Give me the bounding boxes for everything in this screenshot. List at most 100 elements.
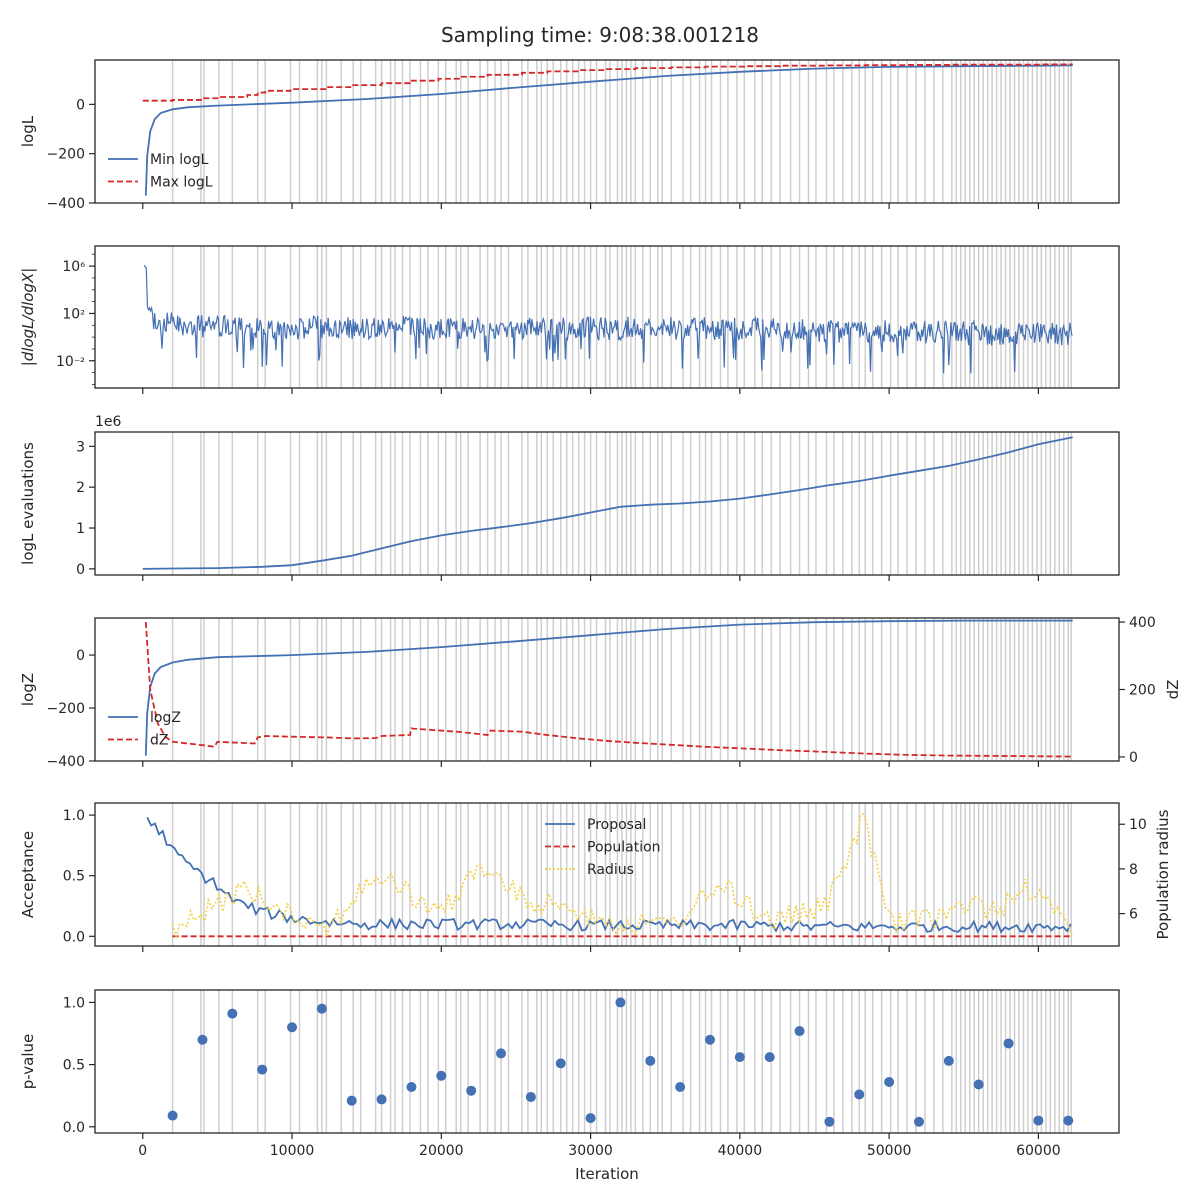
legend-label: Proposal xyxy=(587,817,646,833)
axes-frame xyxy=(94,431,1120,576)
panel-acceptance: 0.0 0.5 1.0 6 8 10 Acceptance Population radius… xyxy=(19,802,1172,952)
point xyxy=(496,1048,507,1059)
tick-base: 10 xyxy=(62,306,80,322)
point xyxy=(1063,1115,1074,1126)
y-axis-label: p-value xyxy=(19,1034,37,1090)
y-axis-label: logZ xyxy=(19,673,37,706)
point xyxy=(943,1055,954,1066)
point xyxy=(764,1052,775,1063)
y-right-tick-label: 0 xyxy=(1129,750,1138,766)
series-max-logl xyxy=(142,63,1073,102)
x-tick-label: 0 xyxy=(138,1143,147,1159)
point xyxy=(227,1008,238,1019)
y-tick-label: 10⁶ xyxy=(62,259,85,275)
point xyxy=(406,1081,417,1092)
point xyxy=(167,1110,178,1121)
series-0 xyxy=(142,436,1073,570)
series-logz xyxy=(144,619,1073,756)
y-right-tick-label: 400 xyxy=(1129,615,1156,631)
point xyxy=(675,1081,686,1092)
point xyxy=(287,1022,298,1033)
y-tick-label: −400 xyxy=(47,196,85,212)
y-tick-label: −200 xyxy=(47,701,85,717)
y-axis-label: Acceptance xyxy=(19,831,37,918)
point xyxy=(615,997,626,1008)
point xyxy=(466,1085,477,1096)
x-axis-label: Iteration xyxy=(575,1165,639,1183)
point xyxy=(436,1070,447,1081)
point xyxy=(854,1089,865,1100)
y-axis-label: logL xyxy=(19,115,37,147)
y-tick-label: 1.0 xyxy=(63,808,85,824)
y-tick-label: 10⁻² xyxy=(56,354,85,370)
y-tick-label: 3 xyxy=(76,439,85,455)
x-tick-label: 10000 xyxy=(270,1143,315,1159)
legend-label: Max logL xyxy=(150,175,213,191)
y-tick-label: 1.0 xyxy=(63,995,85,1011)
point xyxy=(913,1116,924,1127)
y-tick-label: −200 xyxy=(47,147,85,163)
legend-label: Radius xyxy=(587,862,634,878)
tick-base: 10 xyxy=(56,354,74,370)
panel-logl: −400 −200 0 logL Min logL Max logL xyxy=(19,59,1120,212)
tick-exponent: ⁻² xyxy=(74,355,85,369)
axes-frame xyxy=(94,245,1120,389)
series-0 xyxy=(143,264,1073,374)
legend-label: Min logL xyxy=(150,152,209,168)
axes-frame xyxy=(94,802,1120,947)
y-tick-label: 10² xyxy=(62,306,85,322)
y-tick-label: 0.5 xyxy=(63,869,85,885)
offset-label: 1e6 xyxy=(95,414,122,430)
x-tick-label: 50000 xyxy=(867,1143,912,1159)
y-axis-label: logL evaluations xyxy=(19,442,37,565)
y-tick-label: 1 xyxy=(76,521,85,537)
x-tick-label: 20000 xyxy=(419,1143,464,1159)
point xyxy=(973,1079,984,1090)
series-min-logl xyxy=(144,64,1073,196)
point xyxy=(704,1034,715,1045)
legend-label: dZ xyxy=(150,733,168,749)
y-tick-label: 0.5 xyxy=(63,1058,85,1074)
y-right-tick-label: 6 xyxy=(1129,907,1138,923)
panel-logz: −400 −200 0 0 200 400 logZ dZ logZ dZ xyxy=(19,615,1182,770)
x-tick-label: 60000 xyxy=(1016,1143,1061,1159)
series-radius xyxy=(171,812,1073,940)
point xyxy=(585,1113,596,1124)
legend-label: Population xyxy=(587,840,661,856)
point xyxy=(1003,1038,1014,1049)
point xyxy=(257,1064,268,1075)
point xyxy=(346,1095,357,1106)
y-tick-label: −400 xyxy=(47,754,85,770)
y-right-tick-label: 10 xyxy=(1129,817,1147,833)
y-tick-label: 2 xyxy=(76,480,85,496)
figure-title: Sampling time: 9:08:38.001218 xyxy=(441,23,759,47)
point xyxy=(376,1094,387,1105)
point xyxy=(824,1116,835,1127)
point xyxy=(884,1077,895,1088)
point xyxy=(316,1003,327,1014)
point xyxy=(645,1055,656,1066)
panel-pvalue: 0 10000 20000 30000 40000 50000 60000 0.0 0.5 1.0… xyxy=(19,989,1120,1159)
x-tick-label: 40000 xyxy=(718,1143,763,1159)
point xyxy=(555,1058,566,1069)
axes-frame xyxy=(94,989,1120,1134)
legend-label: logZ xyxy=(150,710,181,726)
point xyxy=(794,1026,805,1037)
y-right-tick-label: 200 xyxy=(1129,683,1156,699)
y-tick-label: 0 xyxy=(76,97,85,113)
point xyxy=(197,1034,208,1045)
point xyxy=(734,1052,745,1063)
point xyxy=(525,1091,536,1102)
tick-base: 10 xyxy=(62,259,80,275)
y-right-tick-label: 8 xyxy=(1129,862,1138,878)
y-right-axis-label: dZ xyxy=(1164,680,1182,700)
y-tick-label: 0 xyxy=(76,562,85,578)
y-tick-label: 0.0 xyxy=(63,1120,85,1136)
y-axis-label: |dlogL/dlogX| xyxy=(19,268,37,367)
y-tick-label: 0 xyxy=(76,648,85,664)
tick-exponent: ² xyxy=(80,307,85,321)
axes-frame xyxy=(94,59,1120,204)
